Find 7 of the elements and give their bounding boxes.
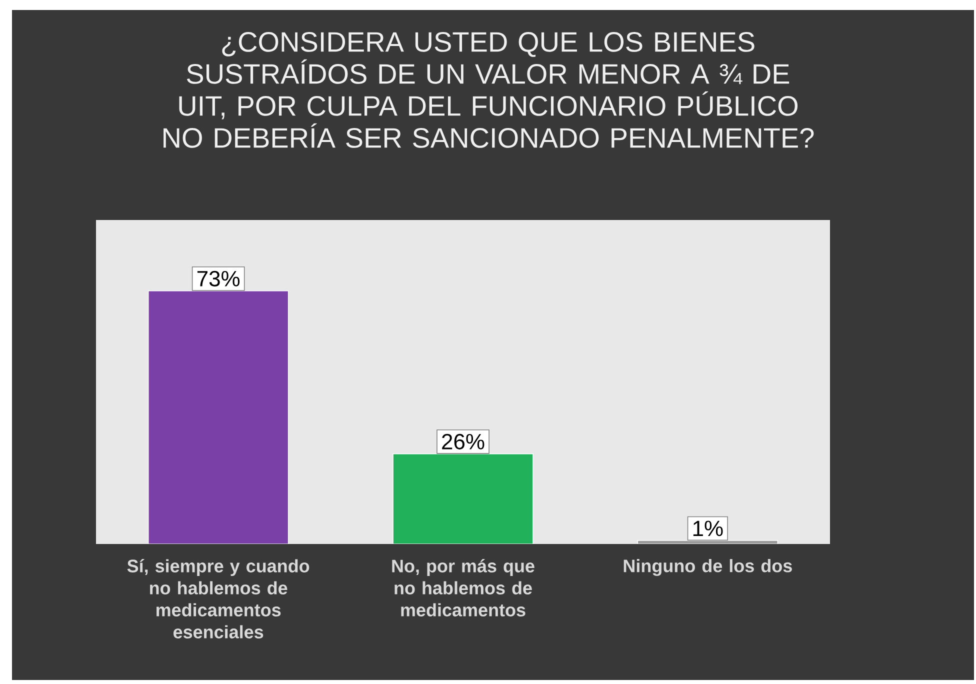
x-tick-label: Sí, siempre y cuando no hablemos de medicamentos esenciales — [127, 559, 310, 638]
data-label: 1% — [693, 520, 723, 536]
data-label: 73% — [197, 270, 240, 286]
x-tick-label: Ninguno de los dos — [624, 559, 792, 576]
x-tick-label: No, por más que no hablemos de medicamentos — [392, 559, 534, 616]
data-label: 26% — [442, 434, 484, 450]
chart-title: ¿CONSIDERA USTED QUE LOS BIENES SUSTRAÍDOS DE UN VALOR MENOR A ¾ DE UIT, POR CULPA DEL FUNCIONARIO PÚBLICO NO DEBERÍA SER SANCIONADO PENALMENTE? — [164, 32, 814, 148]
